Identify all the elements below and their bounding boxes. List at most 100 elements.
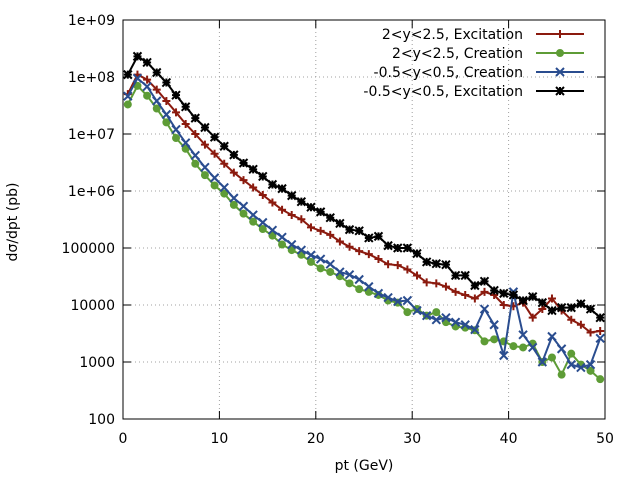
data-point bbox=[267, 225, 278, 235]
data-point bbox=[277, 232, 287, 242]
data-point bbox=[383, 240, 393, 251]
data-point bbox=[171, 124, 181, 135]
data-point bbox=[209, 173, 220, 183]
data-point bbox=[527, 342, 538, 353]
axes: 100 1000 10000 100000 1e+06 1e+07 1e+08 1e+09 0 1… bbox=[62, 13, 614, 447]
data-point bbox=[479, 304, 490, 314]
data-point bbox=[585, 304, 596, 314]
data-point bbox=[161, 77, 172, 88]
data-point bbox=[220, 159, 229, 168]
data-point bbox=[306, 202, 316, 212]
data-point bbox=[219, 141, 229, 151]
data-point bbox=[480, 337, 489, 346]
data-point bbox=[547, 353, 556, 362]
data-point bbox=[258, 225, 267, 234]
data-point bbox=[306, 250, 316, 260]
data-point bbox=[547, 294, 556, 303]
data-point bbox=[566, 302, 576, 313]
data-point bbox=[374, 255, 383, 264]
data-point bbox=[499, 301, 508, 309]
data-point bbox=[441, 259, 451, 270]
plot-frame bbox=[122, 19, 606, 420]
data-point bbox=[364, 281, 374, 292]
legend-marker bbox=[555, 67, 565, 77]
data-point bbox=[200, 122, 210, 133]
data-point bbox=[268, 231, 277, 240]
data-point bbox=[441, 312, 451, 323]
data-point bbox=[373, 288, 384, 299]
data-point bbox=[267, 179, 278, 190]
data-point bbox=[402, 243, 413, 253]
data-point bbox=[470, 294, 479, 303]
data-point bbox=[152, 85, 161, 94]
data-point bbox=[355, 285, 364, 294]
x-tick-label: 10 bbox=[210, 431, 228, 447]
data-point bbox=[296, 196, 307, 207]
data-point bbox=[450, 270, 461, 281]
data-point bbox=[431, 259, 442, 269]
data-point bbox=[421, 257, 432, 267]
data-point bbox=[220, 189, 229, 198]
data-point bbox=[354, 226, 364, 236]
data-point bbox=[556, 302, 567, 313]
data-point bbox=[421, 310, 432, 321]
legend-label: 2<y<2.5, Creation bbox=[392, 46, 523, 62]
data-point bbox=[403, 308, 412, 317]
data-point bbox=[287, 246, 296, 255]
data-point bbox=[248, 210, 258, 220]
data-point bbox=[132, 73, 143, 83]
data-point bbox=[364, 233, 374, 243]
legend-marker bbox=[555, 86, 565, 96]
data-point bbox=[432, 308, 441, 317]
data-point bbox=[172, 134, 181, 143]
data-point bbox=[239, 176, 248, 185]
legend-label: -0.5<y<0.5, Excitation bbox=[363, 84, 523, 100]
x-axis-label: pt (GeV) bbox=[335, 458, 394, 474]
data-point bbox=[528, 313, 537, 322]
data-point bbox=[345, 279, 354, 288]
data-point bbox=[537, 297, 548, 308]
data-point bbox=[576, 320, 585, 329]
data-point bbox=[527, 291, 538, 302]
legend-marker bbox=[556, 30, 564, 38]
y-tick-label: 1e+07 bbox=[68, 127, 115, 143]
data-point bbox=[566, 359, 576, 370]
data-point bbox=[143, 75, 152, 84]
data-point bbox=[132, 51, 143, 62]
grid bbox=[123, 20, 605, 419]
data-point bbox=[287, 210, 296, 219]
data-point bbox=[432, 279, 441, 288]
data-point bbox=[354, 274, 364, 285]
data-point bbox=[162, 118, 171, 127]
data-point bbox=[567, 315, 576, 324]
data-point bbox=[586, 366, 595, 375]
data-point bbox=[576, 362, 586, 373]
data-point bbox=[161, 109, 172, 120]
data-point bbox=[345, 242, 354, 251]
data-point bbox=[191, 130, 200, 138]
data-point bbox=[595, 333, 605, 344]
data-point bbox=[297, 215, 306, 224]
data-point bbox=[316, 264, 325, 273]
data-point bbox=[431, 315, 442, 325]
data-point bbox=[190, 150, 201, 161]
data-point bbox=[355, 247, 364, 256]
data-point bbox=[258, 171, 268, 182]
data-point bbox=[364, 287, 373, 296]
data-point bbox=[248, 164, 258, 175]
y-tick-label: 100000 bbox=[62, 241, 115, 257]
data-point bbox=[152, 67, 162, 78]
data-point bbox=[278, 205, 287, 214]
data-point bbox=[210, 149, 219, 158]
data-point bbox=[413, 271, 422, 280]
data-point bbox=[518, 330, 528, 340]
data-point bbox=[335, 267, 345, 277]
data-point bbox=[509, 342, 518, 351]
data-point bbox=[190, 113, 201, 123]
legend-label: 2<y<2.5, Excitation bbox=[382, 27, 523, 43]
data-point bbox=[441, 282, 450, 291]
data-point bbox=[393, 296, 403, 307]
data-point bbox=[286, 190, 297, 201]
data-point bbox=[315, 207, 326, 217]
